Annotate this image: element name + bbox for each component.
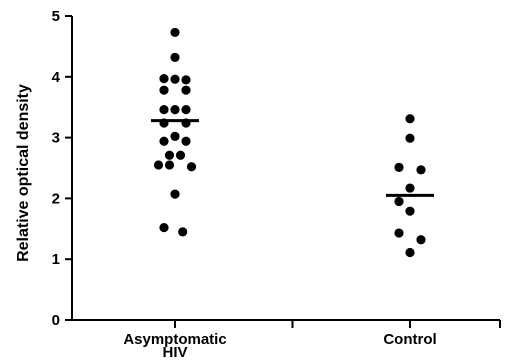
data-point <box>416 235 426 245</box>
data-point <box>170 189 180 199</box>
data-point <box>186 162 197 172</box>
y-tick-label: 1 <box>52 251 60 268</box>
data-point <box>170 131 180 141</box>
data-point <box>178 227 188 237</box>
data-point <box>394 228 404 238</box>
data-points <box>153 27 426 258</box>
data-point <box>170 105 180 115</box>
y-tick-label: 2 <box>52 190 60 207</box>
mean-lines <box>151 119 434 197</box>
data-point <box>405 206 415 216</box>
y-axis-title: Relative optical density <box>15 84 32 262</box>
data-point <box>159 85 169 95</box>
data-point <box>164 150 175 160</box>
data-point <box>394 196 404 207</box>
data-point <box>153 160 164 170</box>
y-axis-ticks: 0 1 2 3 4 5 <box>52 8 72 329</box>
y-tick-label: 4 <box>52 69 61 86</box>
data-point <box>181 105 191 115</box>
x-category-label: HIV <box>162 344 187 361</box>
y-tick-label: 5 <box>52 8 60 25</box>
data-point <box>394 162 404 172</box>
y-tick-label: 3 <box>52 130 60 147</box>
x-category-label: Asymptomatic <box>123 331 226 348</box>
axes <box>71 16 500 321</box>
data-point <box>159 136 169 146</box>
data-point <box>159 222 169 233</box>
data-point <box>170 27 180 38</box>
data-point <box>405 247 415 258</box>
data-point <box>181 85 191 95</box>
data-point <box>159 105 169 115</box>
data-point <box>175 150 186 160</box>
y-tick-label: 0 <box>52 312 60 329</box>
data-point <box>405 114 415 124</box>
data-point <box>159 74 169 84</box>
data-point <box>170 74 180 84</box>
data-point <box>181 136 191 146</box>
data-point <box>170 52 180 62</box>
x-category-label: Control <box>383 331 436 348</box>
data-point <box>405 183 415 193</box>
data-point <box>416 165 426 175</box>
data-point <box>181 75 191 85</box>
data-point <box>405 133 415 143</box>
data-point <box>164 160 175 170</box>
